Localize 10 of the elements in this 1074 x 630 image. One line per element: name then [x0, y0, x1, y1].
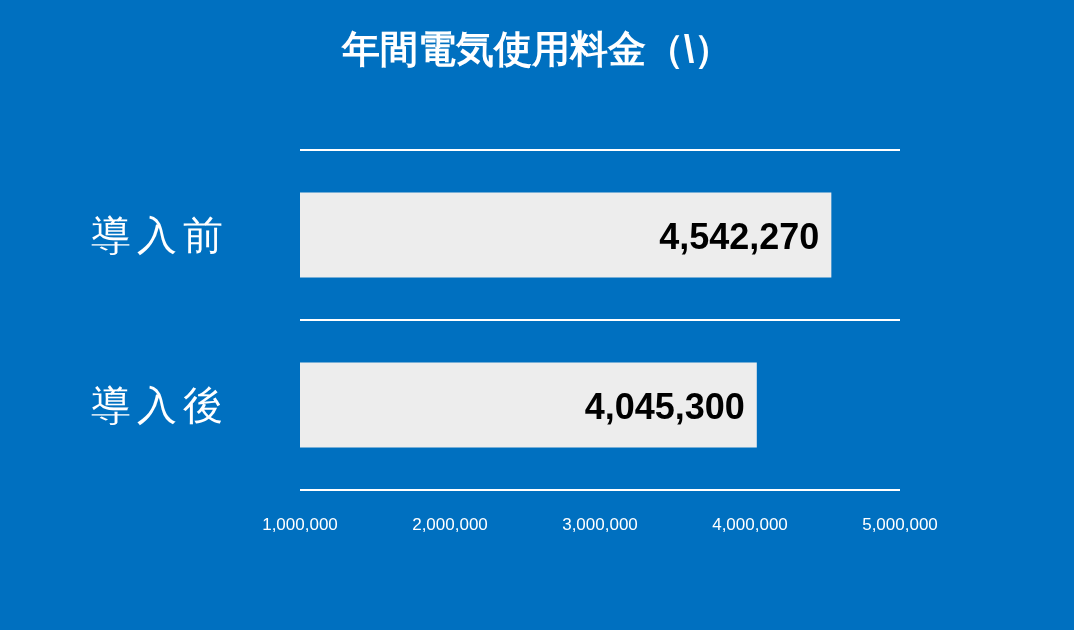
x-tick-label: 3,000,000: [562, 515, 638, 534]
chart-title: 年間電気使用料金（\）: [340, 28, 733, 70]
x-tick-label: 1,000,000: [262, 515, 338, 534]
y-tick-label: 導入前: [91, 213, 229, 257]
data-label: 4,542,270: [659, 216, 820, 257]
x-tick-label: 4,000,000: [712, 515, 788, 534]
y-tick-label: 導入後: [91, 383, 229, 427]
x-tick-label: 5,000,000: [862, 515, 938, 534]
x-tick-label: 2,000,000: [412, 515, 488, 534]
data-label: 4,045,300: [584, 386, 745, 427]
